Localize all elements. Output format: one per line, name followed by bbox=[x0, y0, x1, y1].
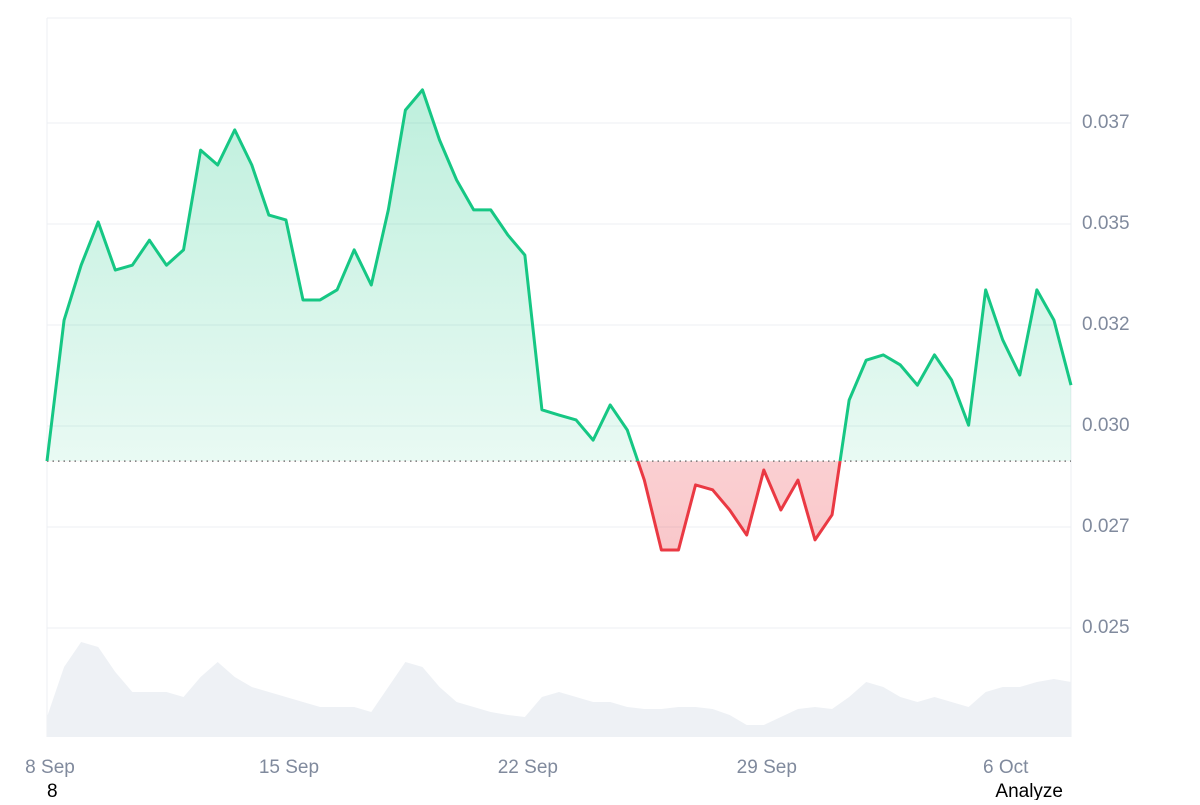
area-down bbox=[637, 461, 841, 550]
x-tick-label: 22 Sep bbox=[498, 757, 558, 778]
price-line-up bbox=[45, 88, 1073, 462]
x-tick-label: 29 Sep bbox=[737, 757, 797, 778]
area-up bbox=[47, 89, 1071, 462]
x-tick-label: 8 Sep bbox=[25, 757, 75, 778]
y-tick-label: 0.037 bbox=[1082, 112, 1130, 133]
y-tick-label: 0.025 bbox=[1082, 617, 1130, 638]
footer-left: 8 bbox=[47, 781, 58, 800]
y-tick-label: 0.030 bbox=[1082, 415, 1130, 436]
y-tick-label: 0.032 bbox=[1082, 314, 1130, 335]
x-tick-label: 15 Sep bbox=[259, 757, 319, 778]
y-tick-label: 0.035 bbox=[1082, 213, 1130, 234]
x-tick-label: 6 Oct bbox=[983, 757, 1029, 778]
footer-right[interactable]: Analyze bbox=[995, 781, 1063, 802]
y-tick-label: 0.027 bbox=[1082, 516, 1130, 537]
volume-area bbox=[47, 642, 1071, 737]
